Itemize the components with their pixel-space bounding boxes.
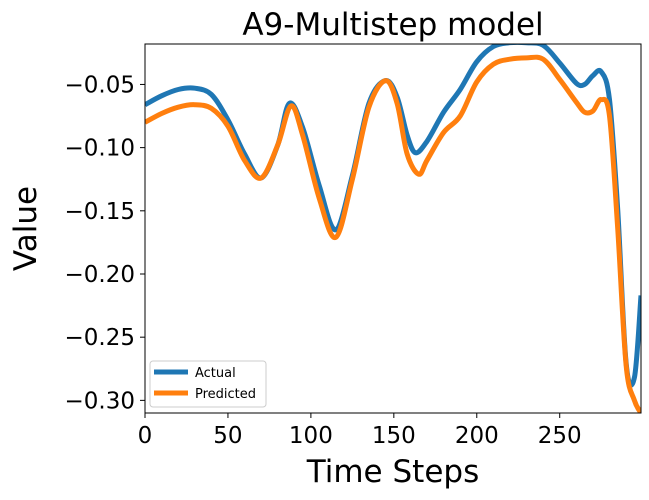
x-tick-label: 200 (455, 423, 499, 449)
x-tick-label: 150 (372, 423, 416, 449)
y-tick-label: −0.15 (65, 199, 135, 225)
x-axis-label: Time Steps (306, 454, 479, 490)
x-tick-label: 100 (289, 423, 333, 449)
series-line-predicted (145, 54, 641, 413)
x-tick-label: 50 (213, 423, 242, 449)
plot-frame (144, 43, 642, 414)
y-tick-label: −0.10 (65, 136, 135, 162)
legend-label-actual: Actual (195, 366, 236, 381)
x-tick-label: 0 (138, 423, 153, 449)
y-axis: −0.05 −0.10 −0.15 −0.20 −0.25 −0.30 (65, 72, 145, 414)
legend-label-predicted: Predicted (195, 387, 256, 402)
y-tick-label: −0.25 (65, 325, 135, 351)
chart-title: A9-Multistep model (242, 7, 543, 43)
x-tick-label: 250 (538, 423, 582, 449)
y-tick-label: −0.20 (65, 262, 135, 288)
legend: Actual Predicted (149, 360, 267, 408)
y-tick-label: −0.05 (65, 72, 135, 98)
series-line-actual (145, 44, 641, 388)
x-axis: 0 50 100 150 200 250 (138, 413, 582, 449)
y-axis-label: Value (8, 186, 44, 271)
y-tick-label: −0.30 (65, 388, 135, 414)
series-layer (145, 44, 641, 413)
